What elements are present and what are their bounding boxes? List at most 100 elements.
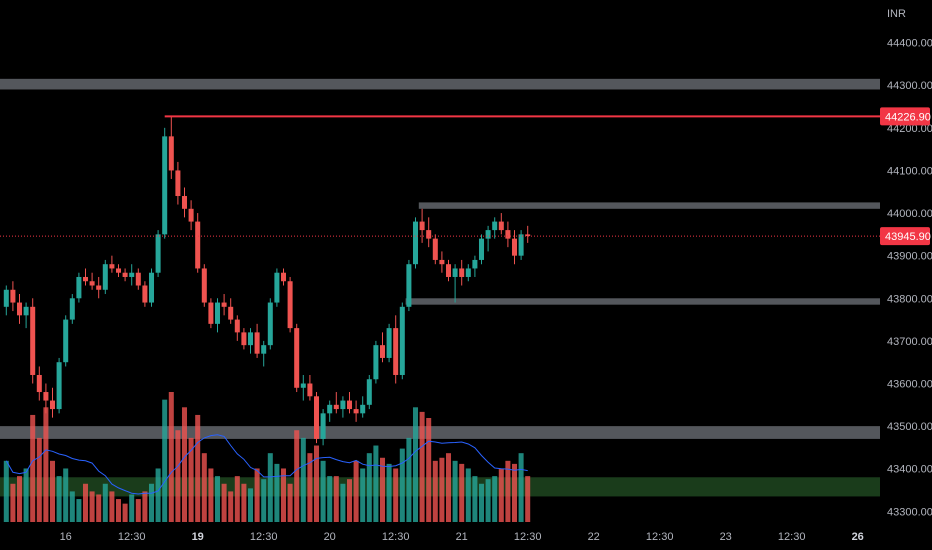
price-tick-label: 43600.00 xyxy=(887,379,932,391)
time-tick-label: 19 xyxy=(192,531,204,543)
candle-body xyxy=(366,379,372,405)
candle-body xyxy=(373,345,379,380)
high-price-badge-text: 44226.90 xyxy=(885,111,931,123)
candle-body xyxy=(96,285,102,290)
candle-body xyxy=(30,306,36,375)
volume-bar xyxy=(406,437,412,522)
candle-body xyxy=(294,328,300,388)
candle-body xyxy=(23,306,29,316)
volume-bar xyxy=(287,483,293,522)
volume-bar xyxy=(432,460,438,522)
volume-bar xyxy=(492,476,498,522)
time-tick-label: 12:30 xyxy=(250,531,278,543)
volume-bar xyxy=(373,445,379,522)
time-tick-label: 12:30 xyxy=(382,531,410,543)
candle-body xyxy=(327,404,333,414)
candle-body xyxy=(313,396,320,439)
candle-body xyxy=(353,409,359,414)
candle-body xyxy=(102,264,108,290)
time-tick-label: 16 xyxy=(60,531,72,543)
volume-bar xyxy=(346,479,353,522)
volume-layer xyxy=(3,392,531,522)
candle-body xyxy=(16,302,23,316)
volume-bar xyxy=(313,445,320,522)
candle-body xyxy=(36,374,42,393)
volume-bar xyxy=(168,392,174,522)
candle-body xyxy=(360,404,366,414)
volume-bar xyxy=(340,483,346,522)
price-tick-label: 43500.00 xyxy=(887,421,932,433)
volume-bar xyxy=(294,430,300,522)
candle-body xyxy=(432,238,438,260)
candle-body xyxy=(115,268,122,273)
candle-body xyxy=(300,383,306,388)
volume-bar xyxy=(30,414,36,522)
volume-bar xyxy=(307,453,313,522)
candle-body xyxy=(439,259,445,265)
volume-ma-line xyxy=(5,434,528,495)
volume-bar xyxy=(274,463,280,522)
volume-bar xyxy=(36,437,42,522)
candle-body xyxy=(525,234,531,237)
candle-body xyxy=(287,281,293,329)
candle-body xyxy=(228,306,234,320)
price-tick-label: 44100.00 xyxy=(887,165,932,177)
candles-layer xyxy=(3,116,531,446)
volume-bar xyxy=(201,453,207,522)
candle-body xyxy=(148,272,155,303)
volume-bar xyxy=(228,491,234,522)
price-tick-label: 44200.00 xyxy=(887,123,932,135)
candle-body xyxy=(82,276,89,282)
candle-body xyxy=(142,285,148,303)
candle-body xyxy=(168,136,174,171)
currency-label: INR xyxy=(887,8,906,20)
candle-body xyxy=(201,268,207,303)
time-tick-label: 23 xyxy=(720,531,732,543)
volume-bar xyxy=(445,453,452,522)
time-axis[interactable]: 16 12:30 19 12:30 20 12:30 21 12:30 22 12:30 23 12:… xyxy=(60,531,864,543)
volume-bar xyxy=(102,483,108,522)
volume-bar xyxy=(333,476,339,522)
candle-body xyxy=(386,328,392,358)
candle-body xyxy=(485,230,491,239)
candle-body xyxy=(340,400,346,410)
volume-bar xyxy=(465,468,471,522)
candle-body xyxy=(181,196,188,209)
time-tick-label: 12:30 xyxy=(778,531,806,543)
volume-bar xyxy=(89,491,95,522)
candle-body xyxy=(320,413,326,439)
volume-bar xyxy=(162,399,168,522)
candle-body xyxy=(261,345,267,354)
candle-body xyxy=(254,332,260,354)
volume-bar xyxy=(498,468,504,522)
volume-bar xyxy=(195,414,201,522)
candle-body xyxy=(234,319,240,333)
volume-bar xyxy=(109,491,115,522)
volume-bar xyxy=(82,483,89,522)
volume-bar xyxy=(56,476,62,522)
candle-body xyxy=(274,272,280,303)
candle-body xyxy=(478,238,485,260)
price-tick-label: 44300.00 xyxy=(887,80,932,92)
candle-body xyxy=(89,281,95,286)
price-tick-label: 43400.00 xyxy=(887,464,932,476)
candle-body xyxy=(465,268,471,277)
candle-body xyxy=(109,264,115,269)
candle-body xyxy=(379,345,386,358)
candle-body xyxy=(399,306,405,375)
candle-body xyxy=(511,238,518,256)
candle-body xyxy=(63,319,69,363)
volume-bar xyxy=(478,483,485,522)
volume-bar xyxy=(393,468,399,522)
volume-bar xyxy=(525,476,531,522)
volume-bar xyxy=(386,463,392,522)
volume-bar xyxy=(360,468,366,522)
candle-body xyxy=(175,170,181,197)
price-axis[interactable]: INR 44400.00 44300.00 44200.00 44100.00 4400… xyxy=(880,8,932,518)
candle-body xyxy=(406,264,412,307)
volume-bar xyxy=(129,494,135,522)
last-price-badge-text: 43945.90 xyxy=(885,231,931,243)
candle-body xyxy=(518,234,524,256)
volume-bar xyxy=(320,460,326,522)
